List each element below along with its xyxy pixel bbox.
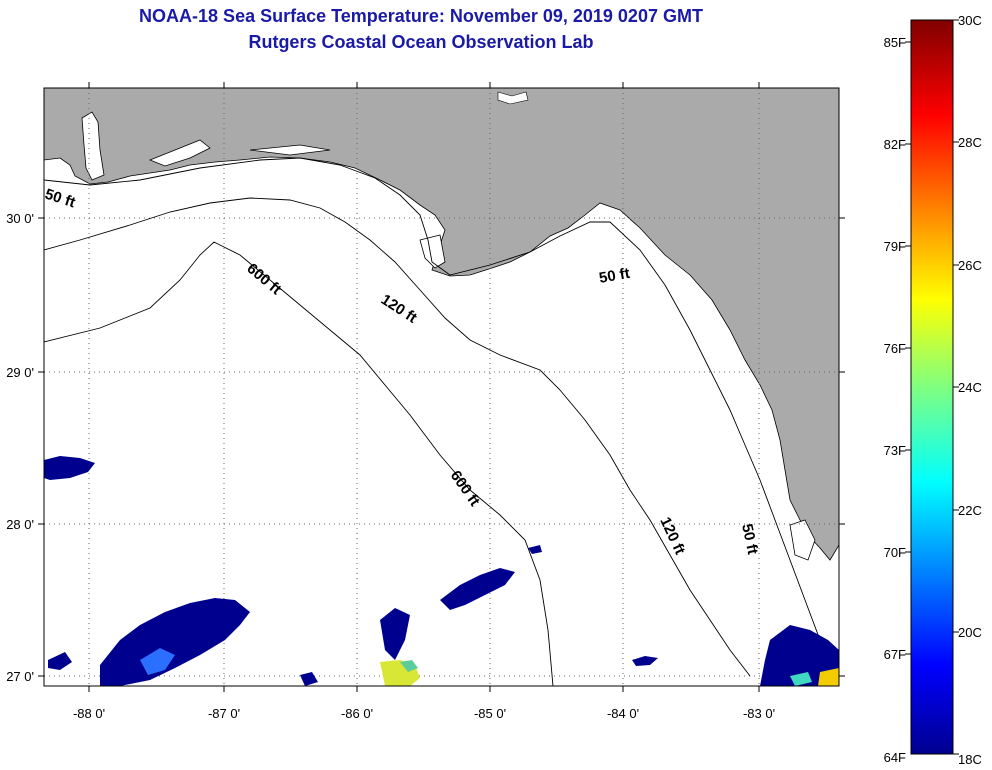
lon-label: -86 0'	[341, 706, 373, 721]
sst-speck-east	[632, 656, 658, 666]
colorbar-ticks	[905, 19, 959, 755]
contour-120ft	[44, 197, 751, 677]
sst-patch-southeast-green	[790, 672, 812, 686]
sst-patch-south-central	[380, 608, 410, 660]
colorbar-c-label: 18C	[958, 752, 982, 767]
colorbar-celsius-labels: 30C 28C 26C 24C 22C 20C 18C	[958, 13, 982, 767]
colorbar-c-label: 28C	[958, 135, 982, 150]
colorbar-c-label: 24C	[958, 380, 982, 395]
sst-patch-southeast-warm	[818, 668, 839, 686]
lon-label: -87 0'	[208, 706, 240, 721]
colorbar-f-label: 82F	[884, 137, 906, 152]
temperature-colorbar	[910, 19, 954, 755]
colorbar-f-label: 70F	[884, 545, 906, 560]
lat-label: 28 0'	[6, 517, 34, 532]
colorbar-f-label: 73F	[884, 443, 906, 458]
colorbar-fahrenheit-labels: 85F 82F 79F 76F 73F 70F 67F 64F	[884, 35, 906, 765]
lake-island	[497, 91, 529, 105]
colorbar-f-label: 64F	[884, 750, 906, 765]
sst-patch-warm-green	[400, 660, 418, 672]
contour-label-50ft-east: 50 ft	[598, 265, 631, 287]
colorbar-f-label: 79F	[884, 239, 906, 254]
contour-600ft	[44, 241, 554, 686]
tampa-bay	[789, 519, 816, 561]
sst-data-patches	[44, 456, 839, 686]
sst-patch-southwest-warm	[140, 648, 175, 675]
lon-label: -85 0'	[474, 706, 506, 721]
colorbar-f-label: 67F	[884, 647, 906, 662]
colorbar-c-label: 26C	[958, 258, 982, 273]
colorbar-f-label: 85F	[884, 35, 906, 50]
lon-label: -88 0'	[73, 706, 105, 721]
sst-speck-south	[300, 672, 318, 686]
lat-label: 30 0'	[6, 211, 34, 226]
sst-speck-mid	[528, 545, 542, 554]
sst-patch-central	[440, 568, 515, 610]
sst-patch-southwest	[100, 598, 250, 686]
choctawhatchee-bay	[249, 144, 331, 156]
sst-patch-west	[44, 456, 95, 480]
land-mass	[44, 88, 839, 561]
lon-label: -84 0'	[607, 706, 639, 721]
axis-ticks	[38, 82, 845, 692]
lat-label: 29 0'	[6, 365, 34, 380]
lat-label: 27 0'	[6, 669, 34, 684]
colorbar-c-label: 20C	[958, 625, 982, 640]
map-subtitle: Rutgers Coastal Ocean Observation Lab	[248, 32, 594, 52]
sst-patch-southeast	[760, 625, 839, 686]
map-title: NOAA-18 Sea Surface Temperature: Novembe…	[139, 6, 703, 26]
mobile-bay	[81, 111, 105, 181]
apalachicola-bay	[419, 234, 446, 269]
pensacola-bay	[148, 139, 211, 167]
contour-label-50ft-south: 50 ft	[738, 522, 761, 556]
longitude-labels: -88 0' -87 0' -86 0' -85 0' -84 0' -83 0…	[73, 706, 775, 721]
lon-label: -83 0'	[743, 706, 775, 721]
map-border	[43, 87, 840, 687]
colorbar-c-label: 22C	[958, 503, 982, 518]
latitude-labels: 30 0' 29 0' 28 0' 27 0'	[6, 211, 34, 684]
sst-patch-southwest-left	[48, 652, 72, 670]
contour-50ft	[44, 157, 836, 671]
colorbar-f-label: 76F	[884, 341, 906, 356]
colorbar-c-label: 30C	[958, 13, 982, 28]
